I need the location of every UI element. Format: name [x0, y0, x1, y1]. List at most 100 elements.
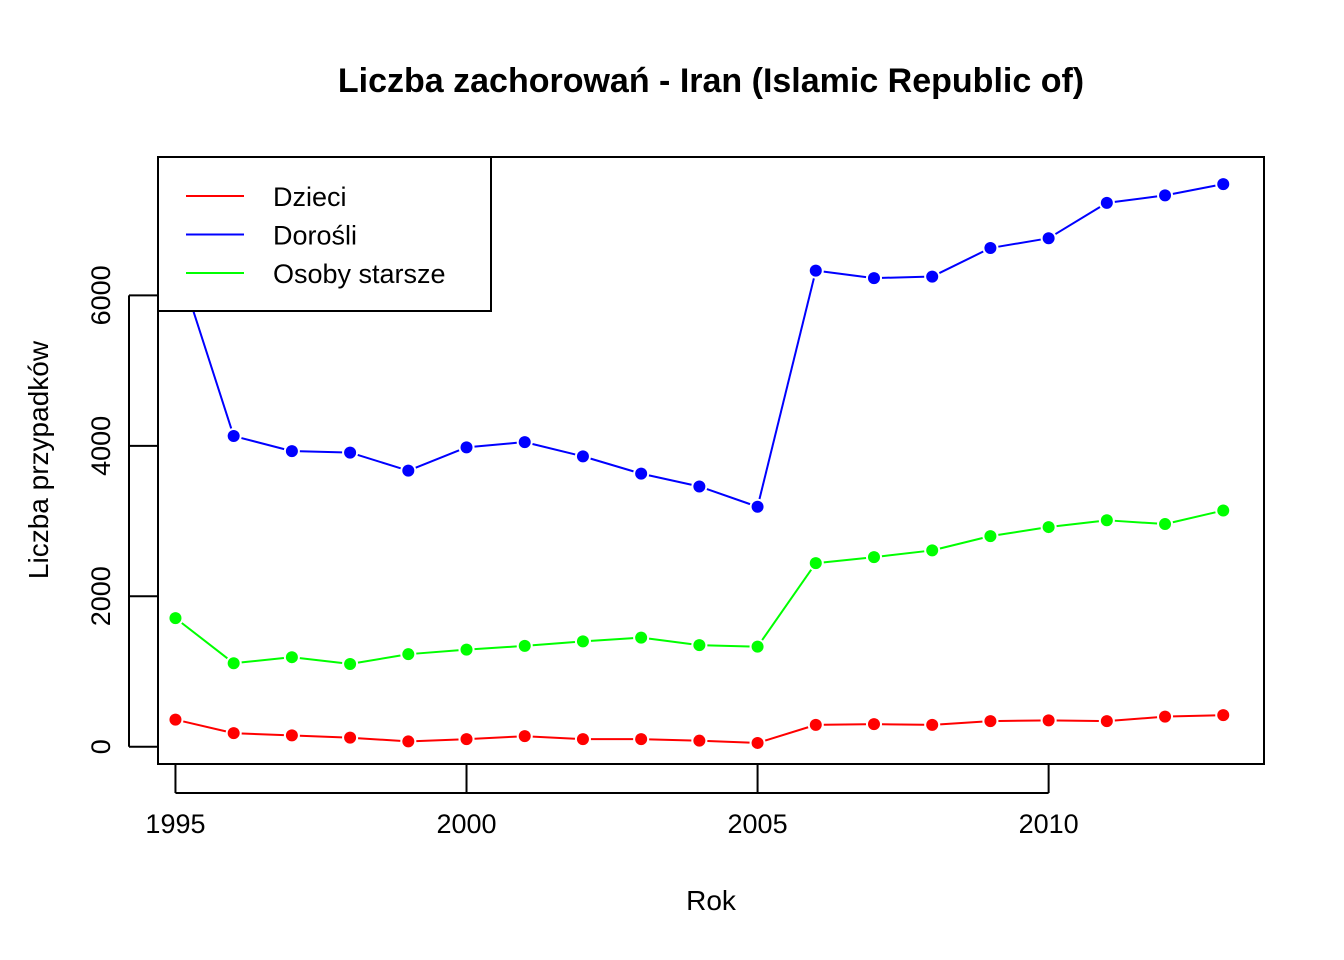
- series-3-segment: [1114, 519, 1158, 525]
- series-3-segment: [648, 637, 692, 646]
- chart-title: Liczba zachorowań - Iran (Islamic Republ…: [338, 62, 1084, 100]
- series-3-point: [402, 648, 415, 661]
- series-2-segment: [823, 270, 867, 279]
- series-2-point: [1042, 232, 1055, 245]
- series-3-point: [1217, 504, 1230, 517]
- series-3-point: [751, 640, 764, 653]
- series-3-point: [518, 639, 531, 652]
- series-1-segment: [1114, 716, 1158, 722]
- series-1-segment: [940, 720, 983, 726]
- series-1-segment: [764, 726, 809, 742]
- series-2-point: [576, 450, 589, 463]
- series-3-segment: [474, 645, 517, 651]
- series-1-point: [809, 718, 822, 731]
- series-2-segment: [1114, 195, 1158, 203]
- series-3-point: [1100, 514, 1113, 527]
- series-3-point: [984, 530, 997, 543]
- series-2-point: [344, 446, 357, 459]
- series-3-segment: [590, 637, 634, 642]
- series-1-point: [635, 733, 648, 746]
- series-3-segment: [181, 622, 228, 660]
- series-1-point: [460, 733, 473, 746]
- x-tick-label: 2010: [1019, 809, 1079, 839]
- series-2-point: [926, 270, 939, 283]
- y-tick-label: 6000: [86, 265, 116, 325]
- series-3-segment: [761, 569, 813, 641]
- legend-label: Osoby starsze: [273, 259, 446, 289]
- series-2-segment: [474, 441, 517, 448]
- series-2-point: [460, 441, 473, 454]
- series-2: [169, 178, 1230, 513]
- series-2-segment: [938, 250, 984, 274]
- x-axis-label: Rok: [686, 885, 737, 916]
- series-3-segment: [881, 550, 925, 558]
- series-3-point: [169, 612, 182, 625]
- series-1-segment: [532, 735, 575, 740]
- series-2-segment: [706, 488, 751, 506]
- series-1-point: [227, 727, 240, 740]
- series-1-point: [984, 715, 997, 728]
- series-1-segment: [1056, 719, 1099, 723]
- series-3-point: [576, 635, 589, 648]
- series-2-segment: [998, 238, 1041, 248]
- series-1-point: [344, 731, 357, 744]
- series-1-point: [518, 730, 531, 743]
- series-3-point: [635, 631, 648, 644]
- series-3-point: [926, 544, 939, 557]
- series-3-segment: [707, 644, 750, 648]
- series-1-point: [1217, 709, 1230, 722]
- series-2-segment: [415, 449, 460, 469]
- legend: Dzieci Dorośli Osoby starsze: [157, 156, 492, 312]
- series-2-point: [518, 436, 531, 449]
- series-1-segment: [998, 719, 1041, 723]
- series-2-segment: [1054, 206, 1101, 235]
- series-3-segment: [823, 556, 867, 564]
- y-tick-label: 2000: [86, 566, 116, 626]
- series-3-segment: [241, 657, 285, 664]
- series-2-segment: [299, 450, 343, 454]
- series-3-point: [693, 639, 706, 652]
- series-1-point: [169, 713, 182, 726]
- series-3-point: [460, 643, 473, 656]
- series-2-point: [227, 430, 240, 443]
- series-1-point: [1042, 714, 1055, 727]
- series-2-segment: [1172, 184, 1216, 195]
- series-2-point: [1100, 196, 1113, 209]
- series-3-segment: [1172, 511, 1216, 524]
- series-1-segment: [881, 723, 925, 726]
- series-2-point: [635, 467, 648, 480]
- series-1-point: [926, 718, 939, 731]
- series-3-segment: [1056, 520, 1100, 528]
- x-tick-label: 1995: [145, 809, 205, 839]
- series-3-segment: [416, 649, 459, 655]
- series-3-point: [344, 657, 357, 670]
- series-1-segment: [241, 732, 284, 737]
- series-1-segment: [649, 738, 692, 742]
- series-2-point: [693, 480, 706, 493]
- series-1-point: [285, 729, 298, 742]
- series-2-segment: [357, 454, 401, 470]
- x-tick-label: 2000: [436, 809, 496, 839]
- series-3-segment: [939, 537, 983, 550]
- series-1-segment: [823, 723, 867, 726]
- series-1-segment: [474, 735, 517, 740]
- y-axis-label: Liczba przypadków: [23, 340, 54, 579]
- series-1-segment: [707, 739, 750, 744]
- series-3-point: [1042, 521, 1055, 534]
- series-2-point: [1217, 178, 1230, 191]
- series-1-point: [1159, 710, 1172, 723]
- legend-label: Dorośli: [273, 221, 357, 251]
- series-3-point: [1159, 518, 1172, 531]
- series-3-segment: [357, 654, 401, 664]
- series-1-segment: [416, 738, 459, 743]
- series-1-segment: [358, 737, 401, 742]
- series-2-point: [984, 242, 997, 255]
- series-layer: [169, 178, 1230, 749]
- series-2-segment: [532, 443, 576, 456]
- series-2-point: [402, 464, 415, 477]
- plot-frame: [157, 156, 1265, 765]
- series-3-point: [809, 557, 822, 570]
- series-3-point: [285, 651, 298, 664]
- series-2-segment: [881, 275, 925, 279]
